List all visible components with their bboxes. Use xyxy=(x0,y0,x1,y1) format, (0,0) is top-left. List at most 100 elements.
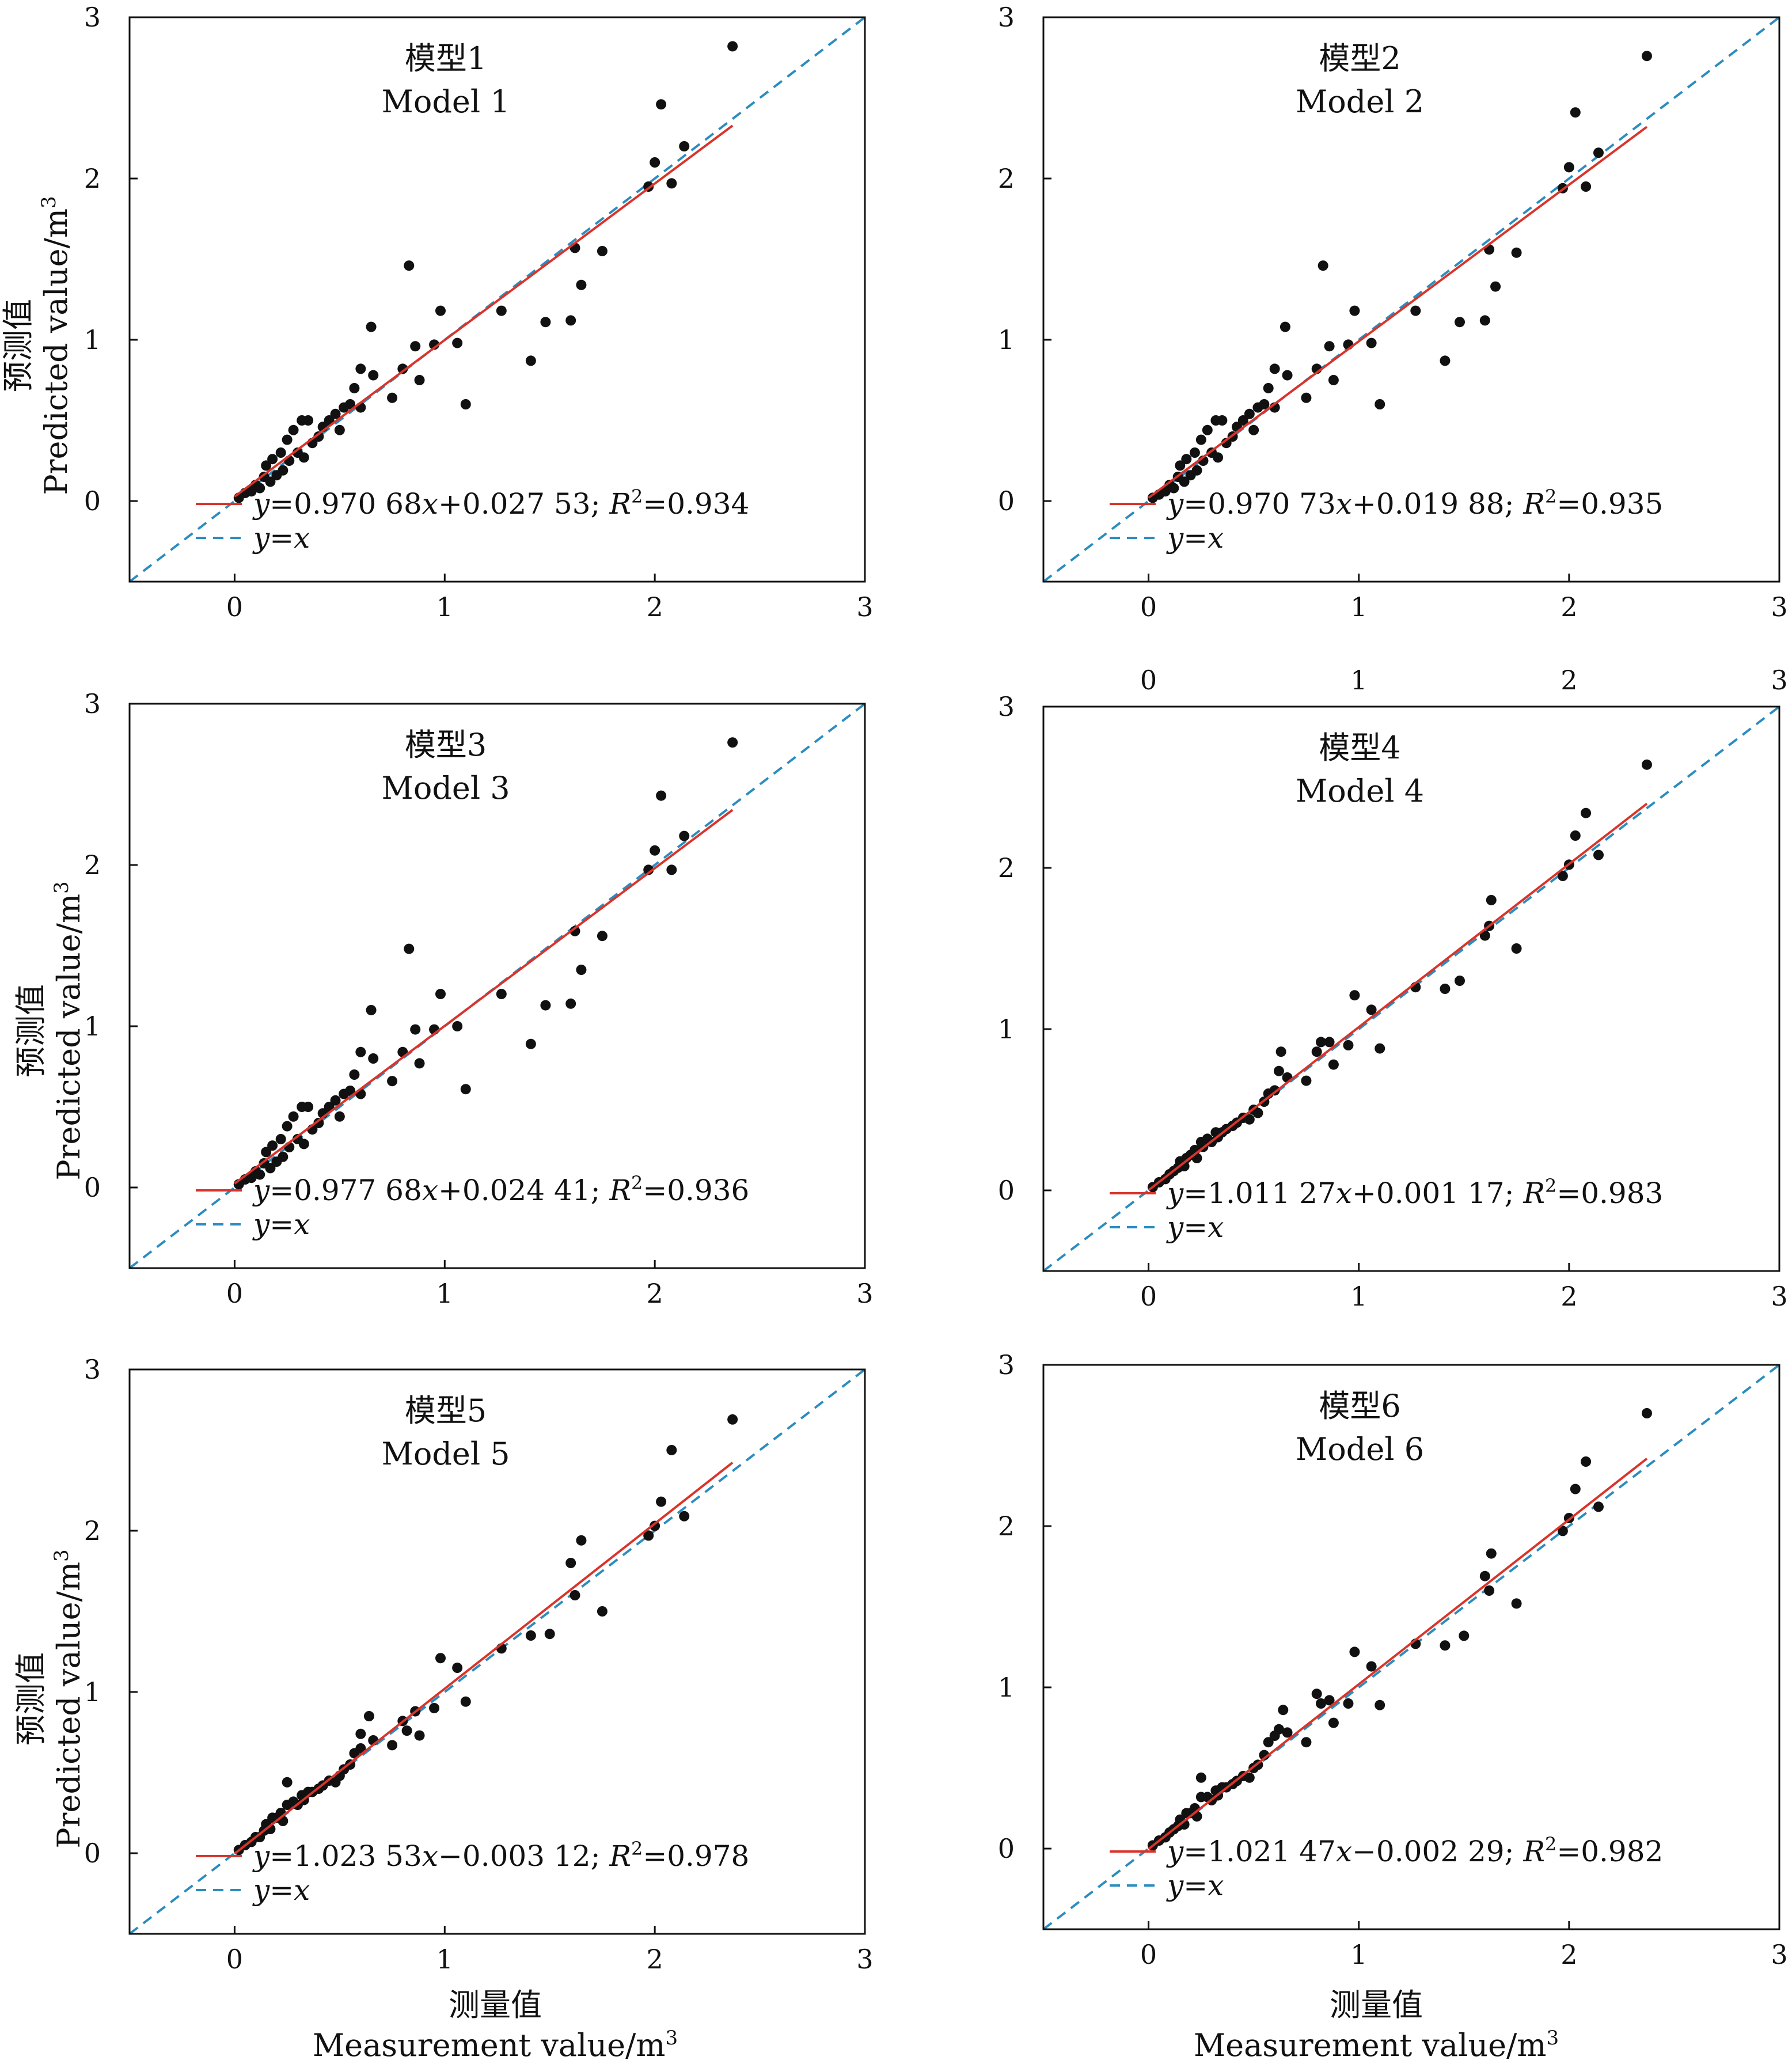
legend-text-part: x xyxy=(1208,1869,1224,1902)
legend-text-part: −0.003 12; xyxy=(438,1839,609,1873)
data-point xyxy=(1301,392,1312,403)
legend-entry-identity: y=x xyxy=(196,1208,310,1241)
y-axis-label-en-text: Predicted value/m xyxy=(51,1562,87,1849)
data-point xyxy=(261,460,272,471)
fit-line xyxy=(234,124,734,498)
legend-text-part: =0.970 68 xyxy=(269,487,422,521)
data-point xyxy=(452,337,463,348)
x-tick-label: 2 xyxy=(1561,591,1577,623)
legend-text-part: =0.970 73 xyxy=(1183,487,1336,521)
x-tick-label: 3 xyxy=(1771,591,1787,623)
top-tick-label: 0 xyxy=(1140,665,1157,696)
data-point xyxy=(278,1151,288,1162)
data-point xyxy=(643,1530,654,1541)
data-point xyxy=(1484,1585,1495,1596)
y-tick-label: 0 xyxy=(84,1172,101,1203)
data-point xyxy=(435,989,446,999)
data-point xyxy=(1248,424,1259,435)
data-point xyxy=(401,1725,412,1736)
data-point xyxy=(366,321,377,332)
y-tick-label: 1 xyxy=(84,1011,101,1042)
x-tick-label: 0 xyxy=(226,591,243,623)
legend-text-part: = xyxy=(1183,1211,1208,1244)
legend-entry-fit: y=1.011 27x+0.001 17; R2=0.983 xyxy=(1110,1175,1663,1210)
x-tick-label: 3 xyxy=(1771,1939,1787,1970)
data-point xyxy=(576,1535,587,1546)
y-tick-label: 2 xyxy=(998,163,1015,194)
legend-text-part: y xyxy=(252,1873,270,1907)
data-point xyxy=(282,1121,293,1132)
y-tick-label: 1 xyxy=(998,324,1015,355)
x-tick-label: 1 xyxy=(1350,1939,1367,1970)
data-point xyxy=(1189,447,1200,458)
data-point xyxy=(313,1118,324,1128)
data-point xyxy=(255,483,265,494)
legend-text-part: y xyxy=(1166,1177,1184,1210)
data-point xyxy=(1581,181,1592,192)
data-point xyxy=(1263,383,1274,393)
x-tick-label: 3 xyxy=(856,1278,873,1309)
data-point xyxy=(404,260,415,271)
data-point xyxy=(1282,1727,1293,1738)
y-tick-label: 3 xyxy=(84,688,101,719)
data-point xyxy=(355,1743,366,1754)
legend-text-part: =1.023 53 xyxy=(269,1839,422,1873)
data-point xyxy=(1343,1698,1354,1709)
legend-text-part: = xyxy=(269,1873,294,1907)
data-point xyxy=(429,1703,440,1713)
x-axis-label-left: 测量值 Measurement value/m3 xyxy=(313,1987,678,2063)
data-point xyxy=(1563,162,1574,173)
legend-text-part: y xyxy=(1166,521,1184,555)
legend-label: y=0.970 68x+0.027 53; R2=0.934 xyxy=(252,485,749,521)
data-point xyxy=(265,476,276,487)
y-axis-label-row2: 预测值 Predicted value/m3 xyxy=(13,881,87,1180)
data-point xyxy=(565,998,576,1009)
y-tick-label: 3 xyxy=(84,1354,101,1385)
data-point xyxy=(1324,1695,1335,1706)
legend-label: y=1.023 53x−0.003 12; R2=0.978 xyxy=(252,1838,749,1873)
plot-frame xyxy=(128,703,866,1269)
data-point xyxy=(349,383,360,393)
data-point xyxy=(1318,260,1328,271)
data-point xyxy=(1366,337,1377,348)
data-point xyxy=(267,454,278,465)
panel-title-en: Model 3 xyxy=(382,770,510,806)
x-tick-label: 0 xyxy=(226,1944,243,1975)
y-axis-label-cn: 预测值 xyxy=(0,299,36,392)
legend-text-part: 2 xyxy=(631,485,643,507)
data-point xyxy=(1324,341,1335,352)
panel-title-en: Model 1 xyxy=(382,84,510,120)
y-axis-label-cn: 预测值 xyxy=(13,1652,49,1746)
data-point xyxy=(1570,1483,1581,1494)
legend-text-part: =0.936 xyxy=(643,1174,749,1207)
legend-entry-identity: y=x xyxy=(1110,521,1224,555)
data-point xyxy=(650,157,660,168)
data-point xyxy=(1511,1598,1522,1609)
legend-text-part: y xyxy=(1166,1835,1184,1868)
data-point xyxy=(435,305,446,316)
data-point xyxy=(1641,51,1652,62)
data-point xyxy=(1269,363,1280,374)
panel-title-cn: 模型5 xyxy=(405,1393,487,1429)
y-tick-label: 2 xyxy=(998,1511,1015,1542)
data-point xyxy=(363,1711,374,1721)
data-point xyxy=(1252,1107,1263,1118)
fit-line xyxy=(234,809,734,1185)
data-point xyxy=(1217,415,1228,426)
x-axis-label-en-text: Measurement value/m xyxy=(313,2027,666,2063)
data-point xyxy=(1593,147,1604,158)
y-axis-label-cn: 预测值 xyxy=(13,984,49,1077)
legend-label: y=x xyxy=(252,521,310,555)
panel-title-en: Model 5 xyxy=(382,1436,510,1472)
data-points xyxy=(1147,759,1652,1193)
legend-text-part: +0.024 41; xyxy=(438,1174,609,1207)
legend-text-part: x xyxy=(294,1208,310,1241)
data-point xyxy=(410,341,421,352)
data-point xyxy=(303,415,314,426)
data-point xyxy=(1511,247,1522,258)
legend-entry-fit: y=0.970 68x+0.027 53; R2=0.934 xyxy=(196,485,749,521)
data-point xyxy=(1375,1043,1385,1054)
